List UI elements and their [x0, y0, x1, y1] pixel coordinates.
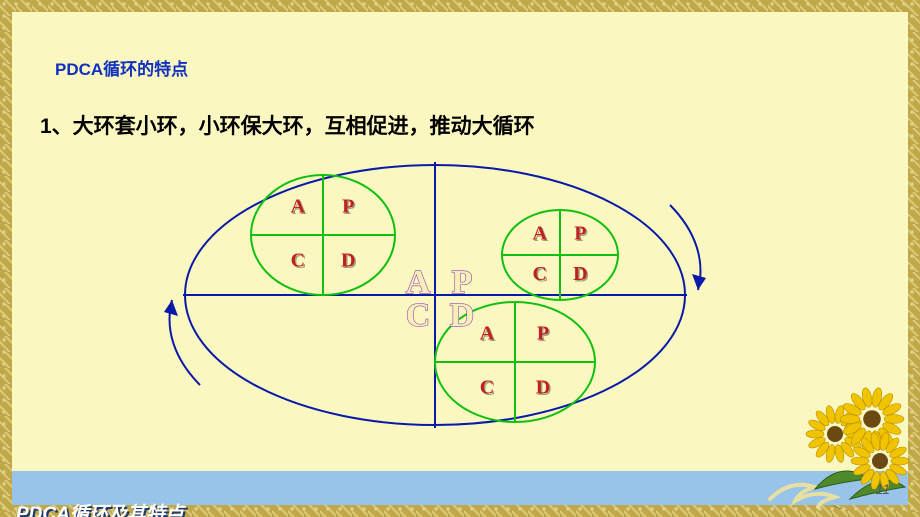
border-left — [0, 0, 12, 517]
svg-text:C: C — [480, 377, 494, 399]
svg-text:C: C — [406, 297, 431, 334]
pdca-diagram: AAPPCCDDAAPPCCDDAAPPCCDDAPCD — [160, 150, 720, 450]
svg-text:C: C — [532, 263, 546, 285]
svg-text:P: P — [342, 196, 354, 218]
svg-text:P: P — [537, 323, 549, 345]
page-number: 11 — [875, 481, 890, 497]
border-top — [0, 0, 920, 12]
svg-text:A: A — [532, 222, 547, 244]
svg-text:D: D — [450, 297, 475, 334]
svg-text:D: D — [573, 263, 587, 285]
slide-body-text: 1、大环套小环，小环保大环，互相促进，推动大循环 — [40, 110, 535, 140]
slide-title: PDCA循环的特点 — [55, 55, 188, 80]
svg-text:A: A — [480, 323, 495, 345]
svg-text:A: A — [406, 264, 431, 301]
svg-text:P: P — [452, 264, 473, 301]
slide: PDCA循环的特点 1、大环套小环，小环保大环，互相促进，推动大循环 AAPPC… — [0, 0, 920, 517]
svg-text:P: P — [574, 222, 586, 244]
svg-text:A: A — [291, 196, 306, 218]
svg-text:D: D — [536, 377, 550, 399]
svg-text:D: D — [341, 250, 355, 272]
svg-text:C: C — [291, 250, 305, 272]
footer-label-main: PDCA循环及其特点 — [16, 499, 184, 517]
